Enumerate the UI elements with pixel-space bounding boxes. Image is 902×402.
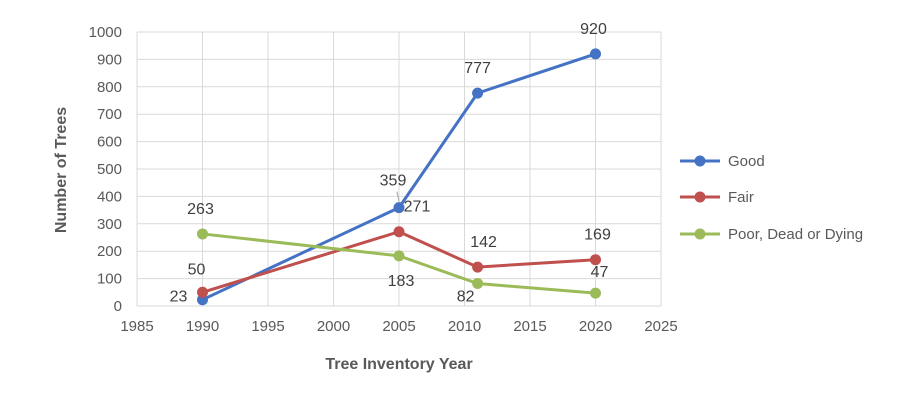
label-leader-line: [396, 191, 400, 202]
x-tick-label: 1990: [186, 318, 219, 335]
data-point: [590, 48, 601, 60]
data-point: [590, 254, 601, 266]
data-label: 183: [388, 273, 415, 290]
data-point: [393, 202, 405, 214]
y-axis-title: Number of Trees: [53, 107, 70, 233]
y-tick-label: 100: [97, 271, 122, 288]
x-axis-title: Tree Inventory Year: [325, 356, 472, 373]
series-layer: [197, 48, 601, 306]
legend-marker: [694, 191, 706, 203]
data-label: 82: [457, 289, 475, 306]
y-tick-label: 600: [97, 134, 122, 151]
legend-marker: [694, 155, 706, 167]
series-line: [201, 52, 596, 302]
legend-label: Fair: [728, 189, 754, 206]
y-tick-label: 0: [114, 298, 122, 315]
y-tick-label: 200: [97, 243, 122, 260]
x-axis-ticks: 1985 1990 1995 2000 2005 2010 2015 2020 2025: [120, 318, 677, 335]
y-tick-label: 400: [97, 188, 122, 205]
data-point: [393, 250, 405, 262]
legend: Good Fair Poor, Dead or Dying: [680, 153, 863, 243]
legend-label: Good: [728, 153, 765, 170]
data-label: 777: [464, 60, 491, 77]
x-tick-label: 2005: [382, 318, 415, 335]
data-point: [590, 287, 601, 299]
x-tick-label: 2015: [513, 318, 546, 335]
data-label: 263: [187, 201, 214, 218]
y-axis-ticks: 0 100 200 300 400 500 600 700 800 900 1000: [89, 24, 122, 315]
x-tick-label: 2025: [644, 318, 677, 335]
data-label: 142: [470, 234, 497, 251]
grid: [136, 31, 662, 307]
data-point: [197, 228, 208, 240]
series-line: [202, 230, 596, 294]
x-tick-label: 1985: [120, 318, 153, 335]
data-label: 23: [170, 289, 188, 306]
x-tick-label: 2010: [448, 318, 481, 335]
x-tick-label: 2000: [317, 318, 350, 335]
y-tick-label: 500: [97, 161, 122, 178]
x-tick-label: 2020: [579, 318, 612, 335]
data-labels: 23 359 777 920 50 271 142 169 263 183 82 47: [170, 21, 611, 306]
data-label: 169: [584, 227, 611, 244]
data-point: [393, 226, 405, 238]
data-label: 920: [580, 21, 607, 38]
data-label: 271: [404, 199, 431, 216]
y-tick-label: 900: [97, 51, 122, 68]
data-point: [197, 286, 208, 298]
y-tick-label: 1000: [89, 24, 122, 41]
legend-label: Poor, Dead or Dying: [728, 226, 863, 243]
data-point: [472, 261, 484, 273]
y-tick-label: 800: [97, 79, 122, 96]
data-label: 50: [188, 261, 206, 278]
data-label: 359: [380, 173, 407, 190]
series-line: [202, 232, 596, 295]
legend-marker: [694, 228, 706, 240]
y-tick-label: 700: [97, 106, 122, 123]
data-point: [472, 278, 484, 290]
x-tick-label: 1995: [251, 318, 284, 335]
y-tick-label: 300: [97, 216, 122, 233]
data-point: [472, 87, 484, 99]
data-label: 47: [591, 264, 609, 281]
